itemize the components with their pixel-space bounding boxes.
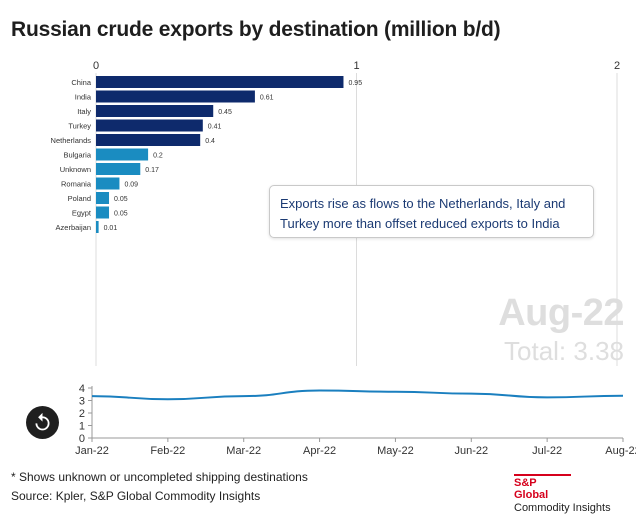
- category-label: Azerbaijan: [56, 223, 91, 232]
- bar: [96, 177, 120, 190]
- x-tick-label: Feb-22: [150, 445, 185, 457]
- bar: [96, 206, 110, 219]
- category-label: Romania: [61, 180, 92, 189]
- bar: [96, 76, 344, 88]
- bar: [96, 192, 110, 204]
- replay-icon: [35, 412, 50, 431]
- x-tick-label: Apr-22: [303, 445, 336, 457]
- value-label: 0.41: [208, 124, 222, 131]
- category-label: China: [71, 78, 91, 87]
- y-tick-label: 4: [79, 383, 85, 395]
- total-label: Total: 3.38: [504, 336, 624, 366]
- category-label: Netherlands: [51, 136, 92, 145]
- category-label: Unknown: [60, 165, 91, 174]
- category-label: Poland: [68, 194, 91, 203]
- bar: [96, 221, 99, 233]
- x-tick-label: 1: [353, 60, 359, 72]
- x-tick-label: Jul-22: [532, 445, 562, 457]
- value-label: 0.05: [114, 196, 128, 203]
- value-label: 0.2: [153, 153, 163, 160]
- category-label: Egypt: [72, 209, 92, 218]
- value-label: 0.61: [260, 95, 274, 102]
- y-tick-label: 3: [79, 396, 85, 408]
- value-label: 0.05: [114, 211, 128, 218]
- x-tick-label: May-22: [377, 445, 414, 457]
- bar: [96, 163, 141, 175]
- brand-logo: S&P Global Commodity Insights: [514, 474, 611, 514]
- bar-chart: 0 1 2 China 0.95 India 0.61 Italy 0.45 Turkey 0.41…: [51, 60, 620, 366]
- logo-subtitle: Commodity Insights: [514, 502, 611, 514]
- category-label: Bulgaria: [63, 151, 91, 160]
- x-tick-label: Mar-22: [226, 445, 261, 457]
- annotation-callout: Exports rise as flows to the Netherlands…: [269, 185, 594, 238]
- x-tick-label: 2: [614, 60, 620, 72]
- x-tick-label: 0: [93, 60, 99, 72]
- replay-button[interactable]: [26, 406, 59, 439]
- value-label: 0.01: [104, 225, 118, 232]
- value-label: 0.4: [205, 138, 215, 145]
- value-label: 0.17: [145, 167, 159, 174]
- bar: [96, 134, 201, 146]
- value-label: 0.45: [218, 109, 232, 116]
- y-tick-label: 0: [79, 433, 85, 445]
- bar: [96, 105, 214, 117]
- y-tick-label: 2: [79, 408, 85, 420]
- x-tick-label: Aug-22: [605, 445, 636, 457]
- value-label: 0.09: [124, 182, 138, 189]
- category-label: Italy: [77, 107, 91, 116]
- footnote: * Shows unknown or uncompleted shipping …: [11, 470, 308, 484]
- x-tick-label: Jan-22: [75, 445, 109, 457]
- chart-title: Russian crude exports by destination (mi…: [11, 18, 501, 41]
- period-label: Aug-22: [498, 292, 624, 334]
- y-tick-label: 1: [79, 421, 85, 433]
- x-tick-label: Jun-22: [454, 445, 488, 457]
- bar: [96, 119, 203, 132]
- source-note: Source: Kpler, S&P Global Commodity Insi…: [11, 489, 261, 503]
- value-label: 0.95: [348, 80, 362, 87]
- bar: [96, 148, 149, 161]
- logo-brand: S&P Global: [514, 474, 571, 501]
- category-label: Turkey: [68, 122, 91, 131]
- category-label: India: [75, 93, 92, 102]
- series-line: [91, 389, 624, 401]
- bar: [96, 90, 255, 103]
